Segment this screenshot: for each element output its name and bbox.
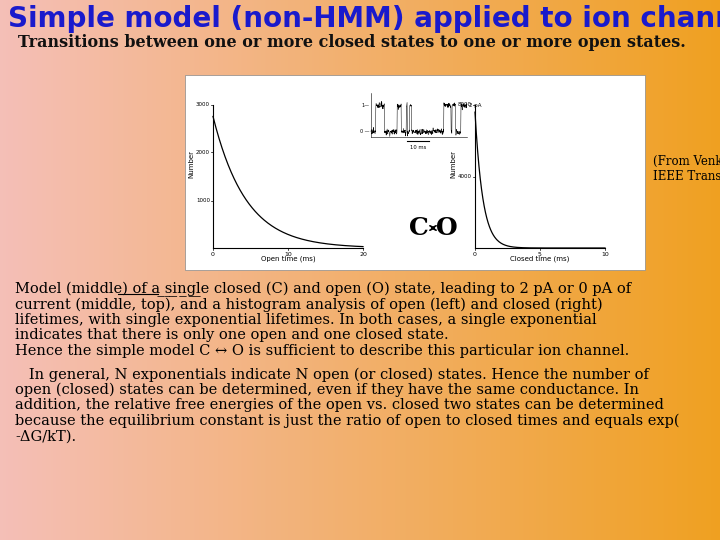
Text: Open time (ms): Open time (ms) (261, 256, 315, 262)
Text: 4000: 4000 (458, 174, 472, 179)
Text: because the equilibrium constant is just the ratio of open to closed times and e: because the equilibrium constant is just… (15, 414, 680, 428)
Text: Transitions between one or more closed states to one or more open states.: Transitions between one or more closed s… (18, 34, 685, 51)
Text: addition, the relative free energies of the open vs. closed two states can be de: addition, the relative free energies of … (15, 399, 664, 413)
Text: open (closed) states can be determined, even if they have the same conductance. : open (closed) states can be determined, … (15, 383, 639, 397)
Text: C: C (409, 216, 429, 240)
Text: lifetimes, with single exponential lifetimes. In both cases, a single exponentia: lifetimes, with single exponential lifet… (15, 313, 597, 327)
Text: 5: 5 (538, 252, 542, 257)
Text: 0: 0 (211, 252, 215, 257)
Text: current (middle, top), and a histogram analysis of open (left) and closed (right: current (middle, top), and a histogram a… (15, 298, 603, 312)
Text: Hence the simple model C ↔ O is sufficient to describe this particular ion chann: Hence the simple model C ↔ O is sufficie… (15, 344, 629, 358)
Text: 20: 20 (359, 252, 367, 257)
Text: 1—: 1— (361, 103, 369, 108)
FancyBboxPatch shape (185, 75, 645, 270)
Text: O: O (436, 216, 458, 240)
Text: Simple model (non-HMM) applied to ion channels: Simple model (non-HMM) applied to ion ch… (8, 5, 720, 33)
Text: Number: Number (450, 150, 456, 178)
Text: Model (middle) of a ̲s̲i̲n̲g̲l̲e closed (C) and open (O) state, leading to 2 pA : Model (middle) of a ̲s̲i̲n̲g̲l̲e closed … (15, 282, 631, 297)
Text: 3000: 3000 (196, 103, 210, 107)
Text: 10 ms: 10 ms (410, 145, 426, 150)
Text: 10: 10 (601, 252, 609, 257)
Text: 10: 10 (284, 252, 292, 257)
Text: Number: Number (188, 150, 194, 178)
Text: 8000: 8000 (458, 103, 472, 107)
Text: 1000: 1000 (196, 198, 210, 203)
Text: 0 —: 0 — (359, 129, 369, 134)
Text: indicates that there is only one open and one closed state.: indicates that there is only one open an… (15, 328, 449, 342)
Text: Closed time (ms): Closed time (ms) (510, 256, 570, 262)
Text: 0: 0 (473, 252, 477, 257)
Text: 2 pA: 2 pA (469, 103, 482, 108)
Text: 2000: 2000 (196, 150, 210, 154)
Text: In general, N exponentials indicate N open (or closed) states. Hence the number : In general, N exponentials indicate N op… (15, 368, 649, 382)
Text: -ΔG/kT).: -ΔG/kT). (15, 429, 76, 443)
Text: (From Venkataramanan et al,
IEEE Trans., 1998 Part 1.): (From Venkataramanan et al, IEEE Trans.,… (653, 154, 720, 183)
